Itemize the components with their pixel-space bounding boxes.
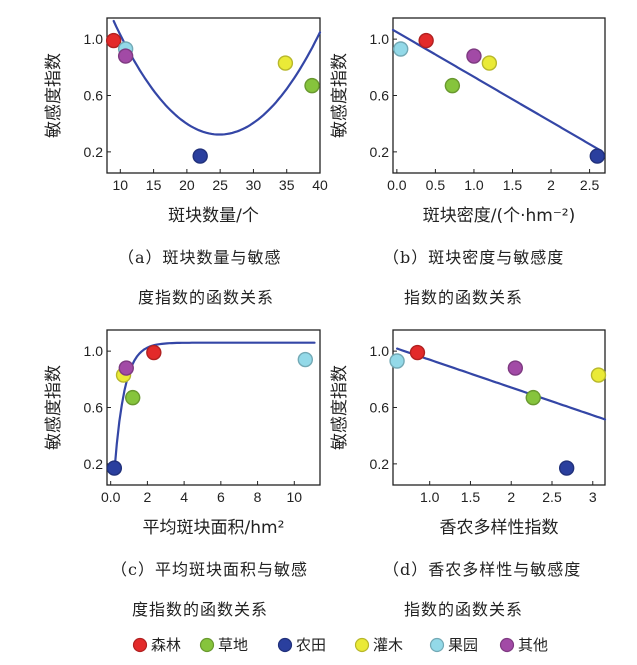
legend: 森林 草地 农田 灌木 果园 其他 [132,636,548,654]
x-tick-label: 1.5 [503,177,523,193]
panel-caption: （c）平均斑块面积与敏感 [111,560,308,579]
panel-caption: 指数的函数关系 [404,288,523,307]
y-axis-label: 敏感度指数 [330,365,350,450]
panel-caption: （d）香农多样性与敏感度 [383,560,581,579]
x-tick-label: 20 [179,177,195,193]
data-point-森林 [105,32,122,49]
data-point-森林 [418,32,434,49]
legend-marker-农田 [277,637,293,653]
data-point-其他 [118,360,134,376]
x-tick-label: 2 [507,489,515,505]
x-tick-label: 6 [217,489,225,505]
y-axis-label: 敏感度指数 [330,53,350,138]
data-point-草地 [304,77,320,94]
legend-label-森林: 森林 [151,636,181,654]
x-tick-label: 35 [279,177,295,193]
y-tick-label: 0.2 [370,144,390,160]
legend-label-果园: 果园 [448,636,478,654]
panel-caption: （b）斑块密度与敏感度 [383,248,564,267]
x-tick-label: 2 [547,177,555,193]
y-tick-label: 0.2 [370,456,390,472]
y-tick-label: 0.6 [84,400,104,416]
data-point-草地 [444,77,461,94]
data-point-森林 [409,344,426,361]
data-point-农田 [589,148,605,164]
y-tick-label: 0.6 [84,88,104,104]
x-tick-label: 40 [312,177,328,193]
y-tick-label: 1.0 [370,343,390,359]
data-point-其他 [466,48,482,64]
x-axis-label: 斑块密度/(个·hm⁻²) [423,206,576,226]
y-axis-label: 敏感度指数 [44,53,64,138]
x-tick-label: 2.5 [580,177,600,193]
x-tick-label: 0.0 [387,177,407,193]
chart-panel-a: 10 15 20 25 30 35 40 0.2 0.6 1.0 斑块数量/个 敏感度指数 （a）斑块数… [44,17,328,307]
y-axis-label: 敏感度指数 [44,365,64,450]
plot-frame [106,17,321,174]
data-point-灌木 [277,55,294,71]
chart-panel-b: 0.0 0.5 1.0 1.5 2 2.5 0.2 0.6 1.0 斑块密度/(个·hm⁻²) 敏感… [330,17,606,307]
x-tick-label: 2 [143,489,151,505]
x-tick-label: 25 [212,177,228,193]
panel-caption: 度指数的函数关系 [138,288,274,307]
legend-marker-其他 [499,637,515,653]
y-tick-label: 1.0 [84,31,104,47]
y-tick-label: 1.0 [84,343,104,359]
x-tick-label: 10 [287,489,303,505]
data-point-灌木 [590,367,607,383]
data-point-农田 [106,460,123,476]
data-point-森林 [146,344,162,361]
legend-label-灌木: 灌木 [373,636,403,654]
data-point-果园 [393,41,409,57]
x-axis-label: 斑块数量/个 [168,206,259,226]
data-point-果园 [297,351,314,368]
fit-curve [391,28,603,152]
fit-curve [113,341,316,474]
x-axis-label: 平均斑块面积/hm² [143,518,285,538]
y-tick-label: 0.6 [370,400,390,416]
legend-label-其他: 其他 [518,636,548,654]
data-point-草地 [125,389,141,406]
x-tick-label: 1.0 [464,177,484,193]
x-axis-label: 香农多样性指数 [440,518,559,538]
x-tick-label: 3 [589,489,597,505]
panel-caption: 指数的函数关系 [404,600,523,619]
x-tick-label: 4 [180,489,188,505]
y-tick-label: 0.6 [370,88,390,104]
chart-panel-c: 0.0 2 4 6 8 10 0.2 0.6 1.0 平均斑块面积/hm² 敏感度指数 （c）平均斑块… [44,329,321,619]
data-point-其他 [507,360,524,376]
x-tick-label: 0.5 [426,177,446,193]
panel-caption: （a）斑块数量与敏感 [118,248,282,267]
x-tick-label: 1.5 [461,489,481,505]
x-tick-label: 30 [246,177,262,193]
x-tick-label: 0.0 [101,489,121,505]
legend-label-农田: 农田 [296,636,326,654]
data-point-果园 [389,353,405,369]
x-tick-label: 8 [254,489,262,505]
legend-marker-灌木 [354,637,370,653]
x-tick-label: 10 [113,177,129,193]
x-tick-label: 1.0 [420,489,440,505]
fit-curve [112,19,322,136]
x-tick-label: 15 [146,177,162,193]
data-point-农田 [558,460,575,476]
y-tick-label: 1.0 [370,31,390,47]
data-point-灌木 [481,55,498,71]
data-point-农田 [192,148,208,164]
legend-marker-草地 [199,637,215,653]
panel-caption: 度指数的函数关系 [132,600,268,619]
data-point-草地 [525,389,541,406]
x-tick-label: 2.5 [542,489,562,505]
legend-marker-森林 [132,637,148,653]
data-point-其他 [117,48,134,64]
y-tick-label: 0.2 [84,456,104,472]
chart-panel-d: 1.0 1.5 2 2.5 30.20.61.0香农多样性指数敏感度指数（d）香农多样性… [330,329,607,619]
y-tick-label: 0.2 [84,144,104,160]
fit-curve [396,347,607,421]
legend-marker-果园 [429,637,445,653]
legend-label-草地: 草地 [218,636,248,654]
